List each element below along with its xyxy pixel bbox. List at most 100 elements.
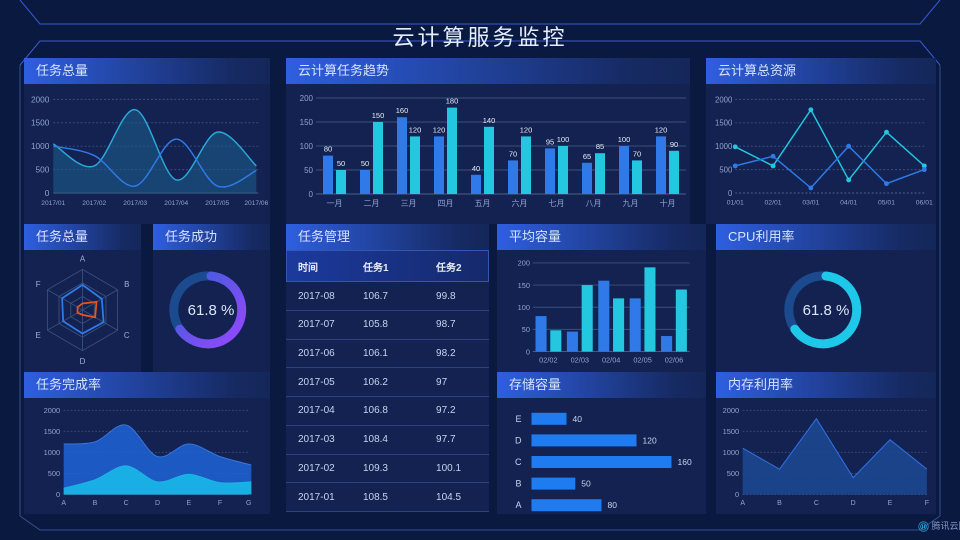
svg-text:50: 50 <box>361 159 369 168</box>
svg-text:四月: 四月 <box>438 199 454 208</box>
svg-text:120: 120 <box>433 125 446 134</box>
svg-text:2017/02: 2017/02 <box>82 200 106 207</box>
svg-text:C: C <box>515 457 522 467</box>
svg-text:G: G <box>246 500 251 507</box>
svg-text:A: A <box>61 500 66 507</box>
svg-text:02/02: 02/02 <box>539 356 557 365</box>
svg-text:02/05: 02/05 <box>633 356 651 365</box>
svg-text:0: 0 <box>728 189 733 198</box>
svg-text:八月: 八月 <box>586 199 602 208</box>
svg-text:三月: 三月 <box>401 199 417 208</box>
svg-text:100: 100 <box>518 303 530 312</box>
svg-text:180: 180 <box>446 97 459 106</box>
svg-text:2000: 2000 <box>723 406 740 415</box>
svg-text:A: A <box>80 254 86 263</box>
svg-text:E: E <box>888 500 893 507</box>
svg-text:120: 120 <box>409 125 422 134</box>
svg-text:A: A <box>740 500 745 507</box>
svg-text:61.8 %: 61.8 % <box>803 302 850 319</box>
svg-text:B: B <box>93 500 98 507</box>
svg-text:2000: 2000 <box>31 94 50 104</box>
svg-text:100: 100 <box>618 135 631 144</box>
svg-text:50: 50 <box>304 166 313 175</box>
svg-text:0: 0 <box>526 347 530 356</box>
svg-text:1500: 1500 <box>723 427 740 436</box>
svg-text:B: B <box>124 280 129 289</box>
svg-text:1000: 1000 <box>715 142 733 151</box>
svg-text:1000: 1000 <box>44 448 61 457</box>
svg-text:C: C <box>124 331 130 340</box>
svg-text:九月: 九月 <box>623 199 639 208</box>
svg-text:B: B <box>515 479 521 489</box>
svg-text:150: 150 <box>372 111 385 120</box>
svg-text:120: 120 <box>520 125 533 134</box>
svg-text:500: 500 <box>719 166 733 175</box>
svg-text:100: 100 <box>300 142 314 151</box>
svg-text:2000: 2000 <box>715 95 733 104</box>
svg-text:02/01: 02/01 <box>765 200 782 207</box>
svg-text:十月: 十月 <box>660 198 676 208</box>
svg-text:1000: 1000 <box>31 141 50 151</box>
svg-text:0: 0 <box>309 190 314 199</box>
svg-text:02/03: 02/03 <box>571 356 589 365</box>
svg-text:200: 200 <box>300 94 314 103</box>
svg-text:E: E <box>186 500 191 507</box>
svg-text:0: 0 <box>45 188 50 198</box>
svg-text:D: D <box>851 500 856 507</box>
svg-text:50: 50 <box>581 479 591 489</box>
svg-text:C: C <box>124 500 129 507</box>
svg-text:140: 140 <box>483 116 496 125</box>
svg-text:03/01: 03/01 <box>802 200 819 207</box>
svg-text:B: B <box>777 500 782 507</box>
svg-text:C: C <box>814 500 819 507</box>
svg-text:160: 160 <box>678 457 692 467</box>
svg-text:06/01: 06/01 <box>916 200 933 207</box>
svg-text:1000: 1000 <box>723 448 740 457</box>
svg-text:500: 500 <box>36 165 50 175</box>
svg-text:70: 70 <box>509 149 517 158</box>
svg-text:50: 50 <box>337 159 345 168</box>
svg-text:02/04: 02/04 <box>602 356 620 365</box>
svg-text:F: F <box>925 500 929 507</box>
svg-text:六月: 六月 <box>512 198 528 208</box>
svg-text:2017/04: 2017/04 <box>164 200 188 207</box>
svg-text:E: E <box>36 331 41 340</box>
svg-text:500: 500 <box>727 469 739 478</box>
svg-text:D: D <box>155 500 160 507</box>
svg-text:1500: 1500 <box>715 119 733 128</box>
svg-text:50: 50 <box>522 325 530 334</box>
svg-text:500: 500 <box>48 469 60 478</box>
svg-text:05/01: 05/01 <box>878 200 895 207</box>
svg-text:2017/06: 2017/06 <box>244 200 268 207</box>
svg-text:1500: 1500 <box>44 427 61 436</box>
svg-text:80: 80 <box>608 500 618 510</box>
svg-text:E: E <box>515 414 521 424</box>
svg-text:0: 0 <box>56 490 60 499</box>
svg-text:F: F <box>218 500 222 507</box>
svg-text:90: 90 <box>670 140 678 149</box>
svg-text:A: A <box>515 500 521 510</box>
svg-text:二月: 二月 <box>364 199 380 208</box>
svg-text:七月: 七月 <box>549 199 565 208</box>
svg-text:0: 0 <box>735 490 739 499</box>
svg-text:95: 95 <box>546 137 554 146</box>
svg-text:200: 200 <box>518 259 530 268</box>
svg-text:01/01: 01/01 <box>727 200 744 207</box>
svg-text:2017/01: 2017/01 <box>41 200 65 207</box>
svg-text:120: 120 <box>655 125 668 134</box>
svg-text:61.8 %: 61.8 % <box>188 302 235 319</box>
svg-text:65: 65 <box>583 152 591 161</box>
svg-text:80: 80 <box>324 145 332 154</box>
svg-text:70: 70 <box>633 149 641 158</box>
svg-text:一月: 一月 <box>327 199 343 208</box>
svg-text:160: 160 <box>396 106 409 115</box>
svg-text:2017/05: 2017/05 <box>205 200 229 207</box>
svg-text:40: 40 <box>472 164 480 173</box>
svg-text:D: D <box>80 357 86 366</box>
svg-text:40: 40 <box>573 414 583 424</box>
svg-text:2000: 2000 <box>44 406 61 415</box>
svg-text:D: D <box>515 435 522 445</box>
svg-text:120: 120 <box>643 435 657 445</box>
svg-text:85: 85 <box>596 142 604 151</box>
svg-text:150: 150 <box>518 281 530 290</box>
